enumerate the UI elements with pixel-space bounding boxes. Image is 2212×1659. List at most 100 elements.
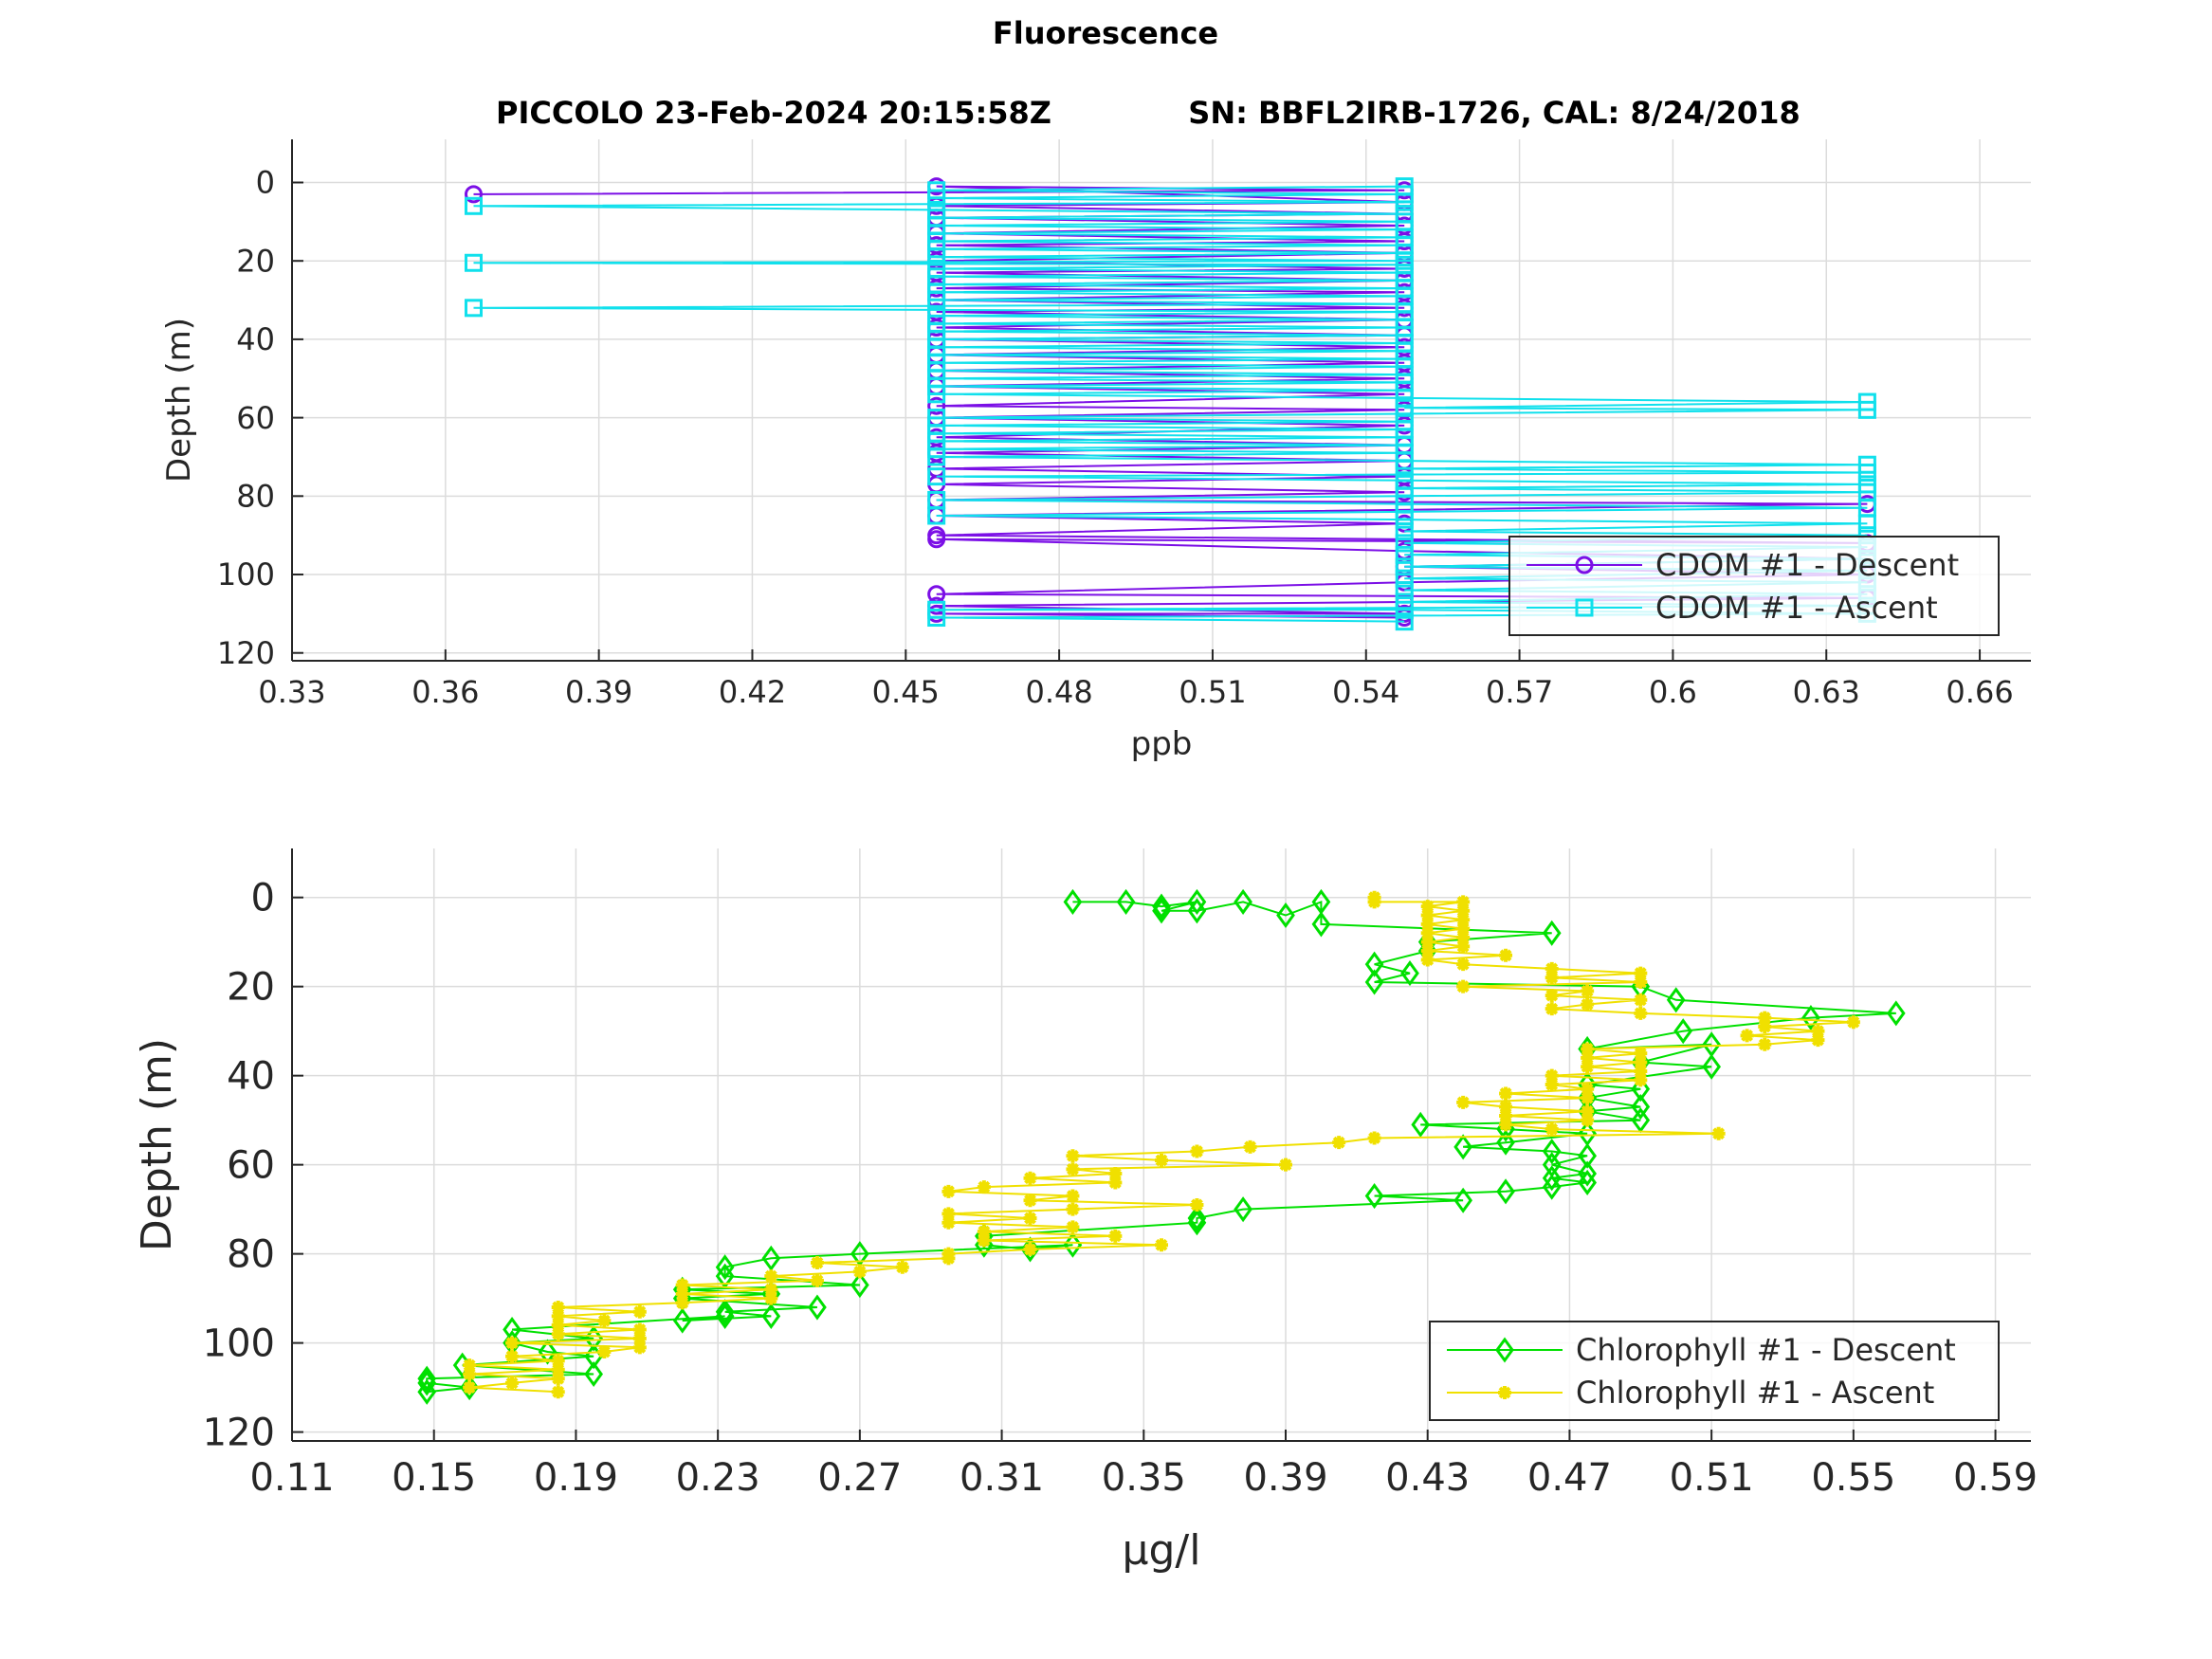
data-point <box>1395 471 1414 490</box>
data-point <box>1634 975 1648 989</box>
data-point <box>1634 1064 1648 1078</box>
figure-title: Fluorescence <box>993 15 1218 51</box>
data-point <box>1634 966 1648 980</box>
data-point <box>1023 1194 1037 1208</box>
data-point <box>1066 1202 1080 1216</box>
data-point <box>850 1271 869 1299</box>
data-point <box>1811 1033 1825 1048</box>
data-point <box>551 1362 565 1376</box>
data-point <box>1190 1144 1204 1158</box>
x-axis-label: ppb <box>1131 725 1193 763</box>
data-point <box>1496 1178 1515 1205</box>
data-point <box>941 1184 956 1198</box>
data-point <box>1542 1138 1562 1165</box>
x-tick-label: 0.31 <box>960 1456 1044 1500</box>
y-axis-label: Depth (m) <box>133 1038 181 1251</box>
figure-subtitle-left: PICCOLO 23-Feb-2024 20:15:58Z <box>496 95 1051 131</box>
data-point <box>764 1269 778 1284</box>
data-point <box>1581 984 1595 998</box>
x-tick-label: 0.36 <box>411 674 479 710</box>
x-tick-label: 0.51 <box>1670 1456 1754 1500</box>
data-point <box>1364 1182 1384 1210</box>
data-point <box>927 200 946 219</box>
data-point <box>1063 888 1083 915</box>
data-point <box>464 185 483 204</box>
x-tick-label: 0.15 <box>392 1456 476 1500</box>
data-point <box>1332 1136 1346 1150</box>
legend-label: CDOM #1 - Ascent <box>1655 590 1938 626</box>
data-point <box>505 1349 520 1363</box>
data-point <box>1116 888 1136 915</box>
data-point <box>1243 1139 1257 1154</box>
data-point <box>632 1322 647 1337</box>
data-point <box>1857 392 1876 411</box>
y-axis-label: Depth (m) <box>160 318 198 483</box>
legend-label: Chlorophyll #1 - Descent <box>1576 1332 1956 1368</box>
data-point <box>551 1301 565 1315</box>
data-point <box>632 1340 647 1355</box>
data-point <box>927 409 946 428</box>
data-point <box>1234 1196 1252 1223</box>
data-point <box>1578 1142 1597 1169</box>
data-point <box>1499 1118 1513 1132</box>
data-point <box>1456 939 1471 954</box>
data-point <box>1801 1005 1820 1031</box>
data-point <box>1581 1042 1595 1056</box>
data-point <box>1499 1108 1513 1122</box>
legend-label: CDOM #1 - Descent <box>1655 547 1959 583</box>
data-point <box>538 1339 558 1365</box>
data-point <box>632 1304 647 1319</box>
data-point <box>1279 1158 1292 1172</box>
data-point <box>1634 1073 1648 1087</box>
x-tick-label: 0.54 <box>1332 674 1399 710</box>
data-point <box>1581 1060 1595 1074</box>
x-tick-label: 0.45 <box>872 674 940 710</box>
data-point <box>1581 1091 1595 1105</box>
data-point <box>417 1370 437 1396</box>
data-point <box>1420 908 1435 922</box>
data-point <box>1666 987 1686 1013</box>
data-point <box>1108 1229 1123 1243</box>
data-point <box>715 1254 735 1281</box>
data-point <box>505 1336 520 1350</box>
data-point <box>1811 1024 1825 1038</box>
data-point <box>927 530 946 549</box>
data-point <box>417 1378 437 1405</box>
data-point <box>1395 569 1414 588</box>
data-point <box>463 1380 477 1395</box>
cdom-axes: 0.33 0.36 0.39 0.42 0.45 0.48 0.51 0.54 0.57 0.6 0… <box>160 139 2031 763</box>
data-point <box>927 490 946 509</box>
data-point <box>1066 1149 1080 1163</box>
data-point <box>1581 1050 1595 1065</box>
data-point <box>1108 1167 1123 1181</box>
data-point <box>632 1331 647 1345</box>
data-point <box>1542 1165 1562 1192</box>
data-point <box>551 1309 565 1323</box>
x-tick-label: 0.55 <box>1811 1456 1895 1500</box>
data-point <box>1066 1220 1080 1234</box>
y-tick-label: 80 <box>236 479 275 515</box>
data-point <box>1456 930 1471 944</box>
y-tick-label: 40 <box>227 1055 275 1099</box>
data-point <box>1453 1187 1472 1213</box>
data-point <box>1581 1113 1595 1127</box>
data-point <box>1367 1131 1381 1145</box>
x-tick-label: 0.6 <box>1649 674 1697 710</box>
legend-marker <box>1575 598 1594 617</box>
data-point <box>1187 898 1207 924</box>
figure-subtitle-right: SN: BBFL2IRB-1726, CAL: 8/24/2018 <box>1188 95 1800 131</box>
data-point <box>927 259 946 278</box>
x-tick-label: 0.48 <box>1025 674 1092 710</box>
y-tick-label: 120 <box>203 1412 275 1455</box>
data-point <box>1886 1000 1906 1027</box>
data-point <box>1634 1006 1648 1020</box>
data-point <box>1545 1068 1559 1083</box>
data-point <box>1023 1171 1037 1185</box>
data-point <box>551 1327 565 1341</box>
data-point <box>505 1376 520 1390</box>
data-point <box>1364 951 1384 977</box>
data-point <box>1187 888 1207 915</box>
data-point <box>1578 1160 1597 1187</box>
data-point <box>1499 1100 1513 1114</box>
